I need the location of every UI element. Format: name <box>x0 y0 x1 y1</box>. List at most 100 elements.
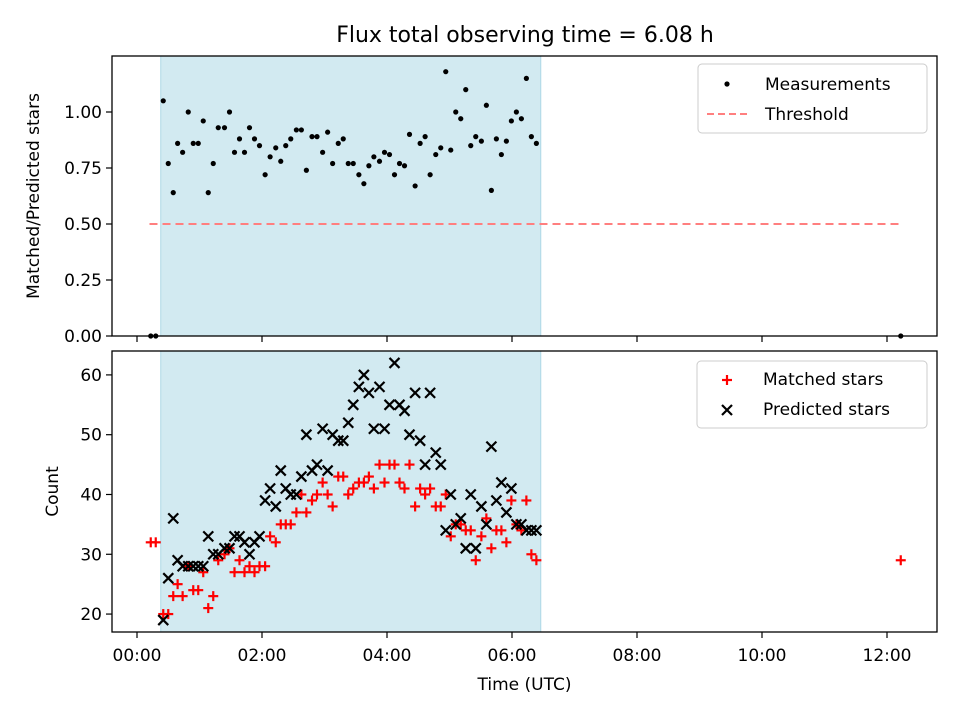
predicted-star-point <box>162 572 175 584</box>
predicted-star-point <box>464 488 477 501</box>
y-tick-label: 50 <box>80 426 102 446</box>
predicted-star-point <box>202 530 215 543</box>
matched-star-point <box>265 531 276 542</box>
predicted-star-point <box>311 458 323 471</box>
matched-star-point <box>368 483 379 494</box>
matched-star-point <box>327 501 338 512</box>
y-tick-label: 40 <box>80 485 102 505</box>
measurement-point <box>401 163 408 169</box>
cross-stroke <box>475 500 488 513</box>
predicted-star-point <box>510 518 523 531</box>
measurement-point <box>412 183 418 189</box>
predicted-star-point <box>274 464 287 477</box>
matched-star-point <box>249 567 260 578</box>
cross-stroke <box>187 560 200 573</box>
matched-star-point <box>260 561 271 572</box>
cross-stroke <box>424 387 436 399</box>
matched-star-point <box>203 603 214 614</box>
measurement-point <box>236 136 243 142</box>
cross-stroke <box>429 446 442 459</box>
x-tick-label: 04:00 <box>363 646 412 666</box>
predicted-star-point <box>398 405 411 417</box>
predicted-legend-label: Predicted stars <box>763 400 890 420</box>
predicted-star-point <box>157 614 170 626</box>
measurement-point <box>508 118 514 124</box>
matched-star-point <box>168 591 179 602</box>
predicted-star-point <box>459 542 472 555</box>
x-tick-label: 12:00 <box>863 646 912 666</box>
matched-star-point <box>410 501 421 512</box>
measurement-point <box>190 140 196 146</box>
predicted-star-point <box>228 530 241 543</box>
matched-star-point <box>435 501 446 512</box>
measurement-point <box>473 134 479 140</box>
x-axis-label: Time (UTC) <box>477 675 572 695</box>
predicted-star-point <box>290 488 303 501</box>
cross-stroke <box>218 542 231 555</box>
matched-star-point <box>301 507 312 518</box>
cross-stroke <box>238 536 251 549</box>
predicted-star-point <box>207 548 220 561</box>
cross-stroke <box>378 422 391 435</box>
matched-star-point <box>317 477 328 488</box>
cross-stroke <box>459 542 472 555</box>
measurement-point <box>226 109 233 115</box>
measurement-point <box>453 109 459 115</box>
matched-star-point <box>208 591 219 602</box>
predicted-star-point <box>388 357 401 369</box>
measurement-point <box>376 158 383 164</box>
measurement-point <box>325 129 331 135</box>
cross-stroke <box>342 416 355 429</box>
y-tick-label: 30 <box>80 545 102 565</box>
predicted-star-point <box>383 399 396 411</box>
cross-stroke <box>525 524 538 537</box>
matched-star-point <box>322 489 333 500</box>
cross-stroke <box>388 357 401 369</box>
measurement-point <box>523 75 529 81</box>
top-observing-span <box>160 55 542 337</box>
measurement-point <box>340 136 346 142</box>
measurement-point <box>273 145 279 151</box>
measurement-point <box>478 138 484 144</box>
x-tick-label: 06:00 <box>488 646 537 666</box>
cross-stroke <box>358 369 370 381</box>
cross-stroke <box>253 530 266 543</box>
predicted-star-point <box>434 458 447 471</box>
matched-star-point <box>526 549 537 560</box>
measurement-point <box>518 116 524 122</box>
y-tick-label: 20 <box>80 605 102 625</box>
bottom-x-ticks: 00:00 02:00 04:00 06:00 08:00 10:00 12:00 <box>113 632 912 666</box>
measurement-point <box>356 172 362 178</box>
measurement-point <box>417 140 423 146</box>
matched-star-point <box>496 525 507 536</box>
top-y-ticks: 0.00 0.25 0.50 0.75 1.00 <box>64 103 112 347</box>
matched-star-point <box>399 483 410 494</box>
cross-stroke <box>409 387 421 399</box>
measurement-point <box>438 145 444 151</box>
cross-stroke <box>368 422 380 435</box>
cross-stroke <box>192 560 205 573</box>
predicted-star-point <box>469 542 482 555</box>
matched-stars-points <box>145 459 906 620</box>
cross-stroke <box>383 399 396 411</box>
measurement-point <box>458 116 464 122</box>
matched-star-point <box>501 537 512 548</box>
predicted-star-point <box>182 560 195 573</box>
matched-star-point <box>389 459 400 470</box>
measurement-point <box>513 109 519 115</box>
measurement-point <box>170 190 176 196</box>
measurement-point <box>361 181 367 187</box>
measurement-point <box>528 134 534 140</box>
measurements-legend-label: Measurements <box>765 75 891 95</box>
predicted-star-point <box>505 482 518 495</box>
cross-stroke <box>464 488 477 501</box>
measurements-legend-marker <box>724 81 730 87</box>
measurement-point <box>185 109 191 115</box>
predicted-star-point <box>454 512 467 525</box>
matched-star-point <box>374 459 385 470</box>
measurement-point <box>267 154 273 160</box>
cross-stroke <box>223 542 236 555</box>
predicted-star-point <box>347 399 360 411</box>
x-tick-label: 02:00 <box>238 646 287 666</box>
cross-stroke <box>326 428 339 441</box>
